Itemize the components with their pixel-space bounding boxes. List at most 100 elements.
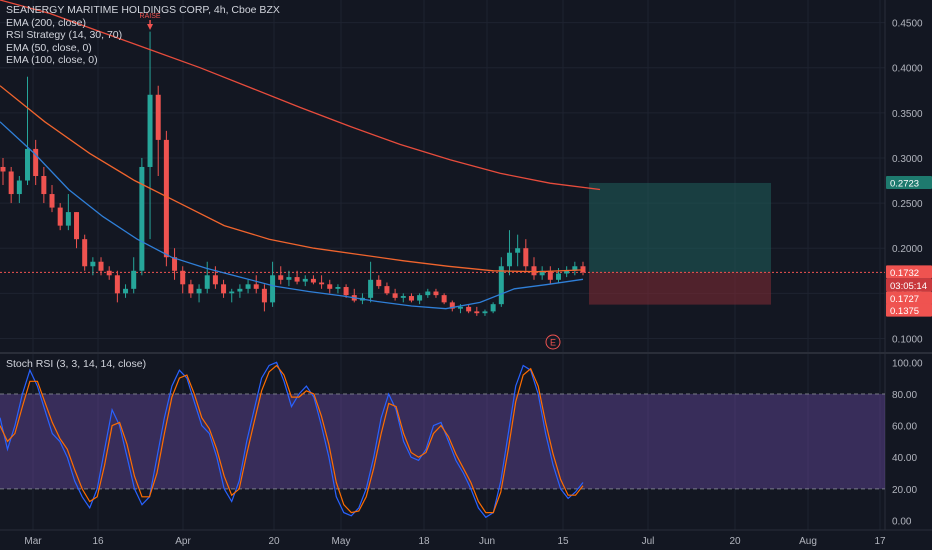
candle-body [441, 295, 447, 303]
candle-body [237, 288, 243, 292]
stoch-tick-label: 80.00 [892, 390, 917, 401]
ema-price-label-bg [886, 291, 932, 305]
candle-body [74, 212, 80, 240]
candle-body [294, 277, 300, 282]
stoch-d-line [0, 364, 584, 514]
candle-body [547, 270, 553, 280]
earnings-marker-icon [545, 334, 561, 350]
candle-body [417, 295, 423, 301]
candle-body [65, 212, 71, 226]
earnings-marker-label: E [550, 338, 556, 348]
ema100-line [0, 85, 584, 273]
candle-body [564, 270, 570, 274]
candle-body [221, 284, 227, 294]
candle-body [531, 266, 537, 276]
candle-body [49, 194, 55, 208]
candle-body [506, 252, 512, 267]
candle-body [433, 291, 439, 296]
candle-body [482, 311, 488, 314]
ema50-line [0, 121, 584, 310]
ema-price-label: 0.1727 [890, 294, 919, 305]
candle-body [368, 279, 374, 298]
candle-body [180, 270, 186, 285]
candle-body [425, 291, 431, 296]
time-tick-label: Jul [642, 536, 655, 547]
candle-body [16, 180, 22, 195]
candle-body [114, 275, 120, 294]
candle-body [539, 270, 545, 276]
time-tick-label: May [332, 536, 351, 547]
candle-body [474, 311, 480, 314]
candle-body [580, 266, 586, 273]
candle-body [319, 282, 325, 285]
time-tick-label: 17 [874, 536, 886, 547]
candle-body [41, 176, 47, 195]
candle-body [106, 270, 112, 276]
countdown-label-bg [886, 278, 932, 292]
candle-body [286, 277, 292, 280]
candle-body [155, 94, 161, 140]
candle-body [278, 275, 284, 280]
candle-body [400, 296, 406, 298]
candle-body [457, 306, 463, 309]
stop-price-label-bg [886, 303, 932, 317]
candle-body [498, 266, 504, 305]
candle-body [302, 278, 308, 282]
stop-zone [589, 272, 771, 305]
last-price-label-bg [886, 265, 932, 279]
time-tick-label: Mar [24, 536, 42, 547]
candle-body [196, 288, 202, 294]
stoch-tick-label: 100.00 [892, 358, 923, 369]
ema200-line [0, 0, 601, 191]
candle-body [572, 266, 578, 271]
time-tick-label: Aug [799, 536, 817, 547]
time-tick-label: 18 [418, 536, 430, 547]
candle-body [229, 291, 235, 294]
stoch-tick-label: 0.00 [892, 517, 912, 528]
candle-body [147, 94, 153, 167]
stoch-rsi-legend[interactable]: Stoch RSI (3, 3, 14, 14, close) [6, 358, 147, 370]
candle-body [343, 287, 349, 296]
candle-body [310, 278, 316, 283]
candle-body [490, 304, 496, 312]
candle-body [98, 261, 104, 271]
candle-body [449, 302, 455, 309]
candle-body [384, 286, 390, 294]
price-tick-label: 0.4500 [892, 19, 923, 30]
time-tick-label: Apr [175, 536, 191, 547]
candle-body [172, 257, 178, 271]
stop-price-label: 0.1375 [890, 306, 919, 317]
candle-body [139, 166, 145, 271]
candle-body [515, 248, 521, 253]
candle-body [188, 284, 194, 294]
target-price-label: 0.2723 [890, 178, 919, 189]
price-tick-label: 0.4000 [892, 64, 923, 75]
candle-body [25, 148, 31, 181]
candle-body [204, 275, 210, 289]
raise-annotation-label: RAISE [140, 13, 161, 20]
candle-body [376, 279, 382, 287]
time-tick-label: 16 [92, 536, 104, 547]
price-tick-label: 0.3500 [892, 109, 923, 120]
candle-body [212, 275, 218, 285]
candle-body [33, 148, 39, 176]
stoch-k-line [0, 361, 584, 519]
candle-body [57, 207, 63, 226]
price-tick-label: 0.1000 [892, 334, 923, 345]
raise-arrow-icon [147, 24, 154, 30]
stoch-tick-label: 20.00 [892, 485, 917, 496]
price-tick-label: 0.3000 [892, 154, 923, 165]
time-tick-label: 20 [268, 536, 280, 547]
candle-body [123, 288, 129, 294]
candle-body [261, 288, 267, 303]
countdown-label: 03:05:14 [890, 281, 927, 292]
candle-body [466, 306, 472, 312]
time-tick-label: 15 [557, 536, 569, 547]
target-price-label-bg [886, 175, 932, 189]
candle-body [555, 273, 561, 280]
candle-body [327, 284, 333, 289]
candle-body [408, 296, 414, 301]
price-tick-label: 0.2000 [892, 244, 923, 255]
candles-group [0, 31, 586, 316]
